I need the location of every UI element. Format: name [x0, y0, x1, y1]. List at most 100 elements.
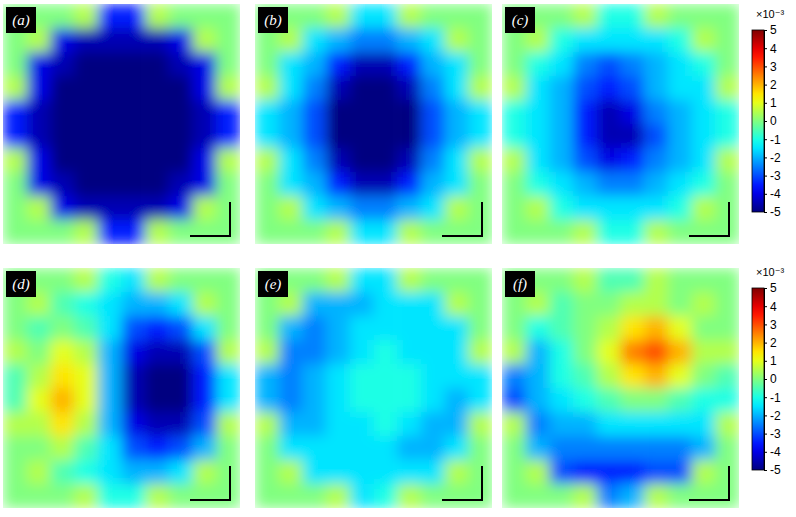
- heatmap-cell: [326, 4, 350, 29]
- heatmap-cell: [169, 388, 193, 413]
- heatmap-cells: [3, 4, 240, 244]
- heatmap-cell: [302, 76, 326, 101]
- tick-mark: [764, 470, 767, 471]
- heatmap-cell: [644, 4, 668, 29]
- heatmap-cell: [715, 484, 739, 508]
- heatmap-cell: [122, 316, 146, 341]
- scale-bar: [190, 202, 230, 236]
- heatmap-cell: [692, 172, 716, 197]
- heatmap-cell: [326, 316, 350, 341]
- heatmap-cell: [468, 148, 492, 173]
- heatmap-cell: [692, 52, 716, 77]
- heatmap-cell: [692, 268, 716, 293]
- tick-label: -5: [770, 463, 781, 477]
- heatmap-cell: [74, 268, 98, 293]
- heatmap-cell: [644, 172, 668, 197]
- heatmap-cell: [573, 148, 597, 173]
- heatmap-cell: [621, 388, 645, 413]
- heatmap-cell: [3, 196, 27, 221]
- heatmap-cell: [668, 412, 692, 437]
- heatmap-cell: [302, 412, 326, 437]
- heatmap-cell: [692, 340, 716, 365]
- heatmap-cell: [668, 196, 692, 221]
- heatmap-cell: [549, 52, 573, 77]
- heatmap-cell: [350, 460, 374, 485]
- heatmap-cell: [145, 436, 169, 461]
- heatmap-cell: [216, 436, 240, 461]
- tick-mark: [764, 361, 767, 362]
- heatmap-cell: [573, 100, 597, 125]
- heatmap-cell: [122, 172, 146, 197]
- heatmap-cell: [502, 196, 526, 221]
- heatmap-cell: [526, 52, 550, 77]
- heatmap-cell: [216, 388, 240, 413]
- heatmap-cell: [27, 340, 51, 365]
- heatmap-cell: [193, 340, 217, 365]
- heatmap-cell: [397, 364, 421, 389]
- heatmap-cell: [644, 292, 668, 317]
- heatmap-cell: [122, 124, 146, 149]
- heatmap-cell: [279, 196, 303, 221]
- heatmap-cell: [715, 100, 739, 125]
- heatmap-cell: [715, 460, 739, 485]
- heatmap-cell: [98, 460, 122, 485]
- heatmap-cell: [350, 172, 374, 197]
- heatmap-cell: [302, 52, 326, 77]
- heatmap-cells: [255, 4, 492, 244]
- heatmap-cell: [50, 4, 74, 29]
- heatmap-cell: [668, 436, 692, 461]
- heatmap-cell: [74, 460, 98, 485]
- heatmap-cell: [350, 388, 374, 413]
- heatmap-cell: [216, 124, 240, 149]
- heatmap-cells: [502, 268, 739, 508]
- panel: (f): [502, 268, 740, 509]
- heatmap-cell: [169, 4, 193, 29]
- heatmap-cell: [50, 148, 74, 173]
- heatmap-cell: [468, 4, 492, 29]
- heatmap-cell: [145, 28, 169, 53]
- heatmap-cell: [468, 268, 492, 293]
- tick-mark: [764, 415, 767, 416]
- heatmap-cell: [122, 292, 146, 317]
- heatmap-cell: [668, 364, 692, 389]
- heatmap-cell: [374, 364, 398, 389]
- heatmap-cell: [255, 52, 279, 77]
- heatmap-cell: [193, 292, 217, 317]
- heatmap-cell: [597, 196, 621, 221]
- heatmap-cell: [302, 388, 326, 413]
- heatmap-cell: [350, 412, 374, 437]
- heatmap-cell: [502, 52, 526, 77]
- heatmap-cell: [421, 388, 445, 413]
- heatmap-cell: [715, 4, 739, 29]
- heatmap-cell: [302, 316, 326, 341]
- heatmap-cell: [445, 484, 469, 508]
- heatmap-cell: [502, 316, 526, 341]
- heatmap-cell: [421, 148, 445, 173]
- heatmap-cell: [397, 148, 421, 173]
- heatmap-cell: [27, 220, 51, 244]
- heatmap-cell: [326, 28, 350, 53]
- heatmap-cell: [350, 28, 374, 53]
- heatmap-cell: [526, 100, 550, 125]
- heatmap-cell: [74, 28, 98, 53]
- heatmap-cell: [374, 316, 398, 341]
- tick-mark: [764, 139, 767, 140]
- heatmap-cell: [445, 76, 469, 101]
- heatmap-cell: [27, 124, 51, 149]
- heatmap-cell: [326, 172, 350, 197]
- heatmap-cell: [3, 436, 27, 461]
- heatmap-cell: [279, 484, 303, 508]
- heatmap-cell: [50, 460, 74, 485]
- heatmap-cell: [715, 172, 739, 197]
- heatmap-cell: [122, 268, 146, 293]
- heatmap-cell: [279, 436, 303, 461]
- heatmap-cell: [597, 172, 621, 197]
- heatmap-cell: [3, 76, 27, 101]
- heatmap-cell: [621, 436, 645, 461]
- heatmap-cell: [374, 460, 398, 485]
- heatmap-cell: [216, 484, 240, 508]
- heatmap-cell: [573, 316, 597, 341]
- heatmap-cell: [326, 76, 350, 101]
- heatmap-cell: [502, 100, 526, 125]
- heatmap-cell: [255, 388, 279, 413]
